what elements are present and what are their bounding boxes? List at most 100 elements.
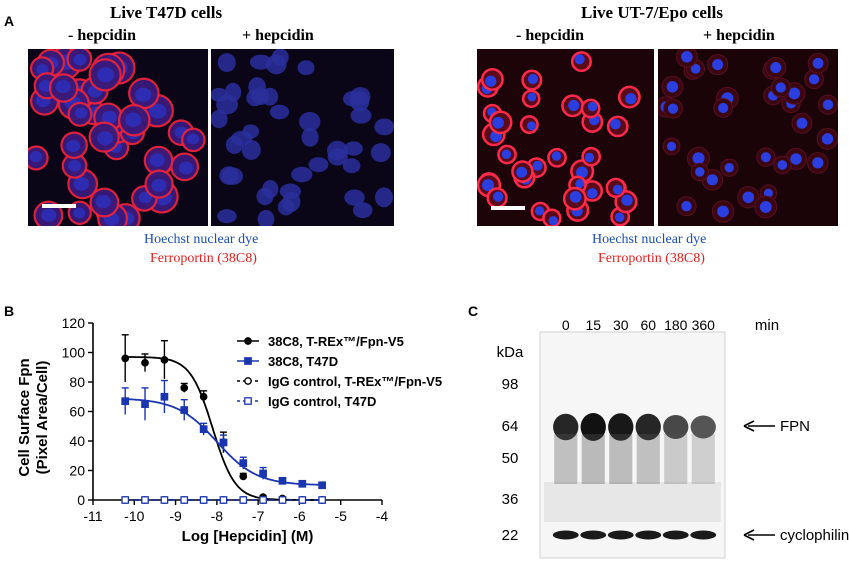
nucleus [770,62,782,74]
scale-bar [42,204,76,208]
fpn-band [635,413,661,441]
cyclophilin-band [635,530,662,540]
nucleus [822,99,834,110]
nucleus [344,189,365,206]
data-point [219,496,228,504]
nucleus [217,53,236,73]
data-point [244,357,252,365]
x-tick-label: -5 [334,508,347,524]
series-1 [121,379,326,490]
nucleus [717,205,729,218]
nucleus [352,202,373,219]
nucleus [350,107,372,124]
legend-label: IgG control, T47D [268,394,376,409]
nucleus [569,191,582,203]
nucleus [812,157,824,169]
x-tick-label: -6 [293,508,306,524]
data-point [199,392,208,401]
nucleus [186,133,200,145]
nucleus [534,206,545,216]
nucleus [374,118,394,136]
nucleus [262,180,279,199]
nucleus [261,87,279,106]
y-tick-label: 40 [69,433,85,449]
cyclophilin-arrowhead [743,529,755,541]
nucleus [211,109,228,129]
legend: 38C8, T-REx™/Fpn-V5 38C8, T47D IgG control… [237,334,442,409]
data-point [278,496,287,504]
panel-a-letter: A [4,13,15,29]
nucleus [291,166,313,183]
ut7-legend-stain: Ferroportin (38C8) [598,251,705,266]
nucleus [777,160,788,170]
nucleus [124,112,142,128]
fpn-smear [554,434,578,484]
data-point [121,354,130,363]
data-point [141,496,149,504]
t47d-legend-stain: Ferroportin (38C8) [150,251,257,266]
nucleus [584,152,595,163]
nucleus [690,63,701,74]
data-point [219,438,228,447]
nucleus [695,167,705,177]
mw-marker-label: 50 [502,450,519,467]
data-point [199,496,208,504]
nucleus [55,80,71,94]
nucleus [269,104,290,120]
nucleus [527,121,537,131]
nucleus [246,89,264,107]
mw-marker-label: 22 [502,527,519,544]
fpn-label: FPN [780,418,810,435]
nucleus [516,166,528,178]
panel-b-letter: B [4,303,15,319]
nucleus [242,124,260,139]
t47d-plus-label: + hepcidin [242,27,314,44]
y-tick-label: 100 [62,345,86,361]
nucleus [101,110,117,124]
t47d-plus-micrograph [211,49,394,226]
legend-label: IgG control, T-REx™/Fpn-V5 [268,374,442,389]
nucleus [350,91,370,112]
x-tick-label: -9 [169,508,182,524]
fpn-smear [691,434,715,484]
data-point [298,479,307,488]
nucleus [788,87,801,100]
data-point [239,459,248,467]
nucleus [575,179,585,189]
mw-marker-label: 64 [502,418,519,435]
y-tick-label: 20 [69,463,85,479]
nucleus [297,60,315,76]
data-point [160,392,169,401]
y-tick-label: 120 [62,315,86,331]
fpn-band [608,413,634,441]
nucleus [66,140,81,153]
series-3 [121,496,326,504]
time-label: 15 [585,317,601,333]
nucleus [692,152,705,165]
dose-response-chart: 0 20 40 60 80 100 120 -11 -10 -9 -8 -7 -6 -5 -4 Log [He… [16,315,442,545]
nucleus [808,74,820,85]
nucleus [138,191,152,204]
nucleus [667,103,679,114]
nucleus [73,207,86,219]
fpn-smear [636,434,660,484]
nucleus [760,152,771,163]
data-point [244,337,252,345]
nucleus [344,141,363,156]
fpn-smear [581,434,605,484]
nucleus [621,194,633,206]
nucleus [742,191,755,204]
nucleus [224,82,242,102]
blot-smear [544,482,721,522]
nucleus [97,131,114,146]
t47d-legend-nuclear: Hoechst nuclear dye [144,232,259,247]
legend-label: 38C8, T-REx™/Fpn-V5 [268,334,404,349]
fpn-smear [664,434,688,484]
nucleus [551,151,562,161]
nucleus [342,158,361,174]
data-point [199,425,208,434]
t47d-minus-micrograph [28,49,208,226]
nucleus [587,101,598,112]
nucleus [625,93,637,105]
ut7-plus-micrograph [658,49,838,226]
